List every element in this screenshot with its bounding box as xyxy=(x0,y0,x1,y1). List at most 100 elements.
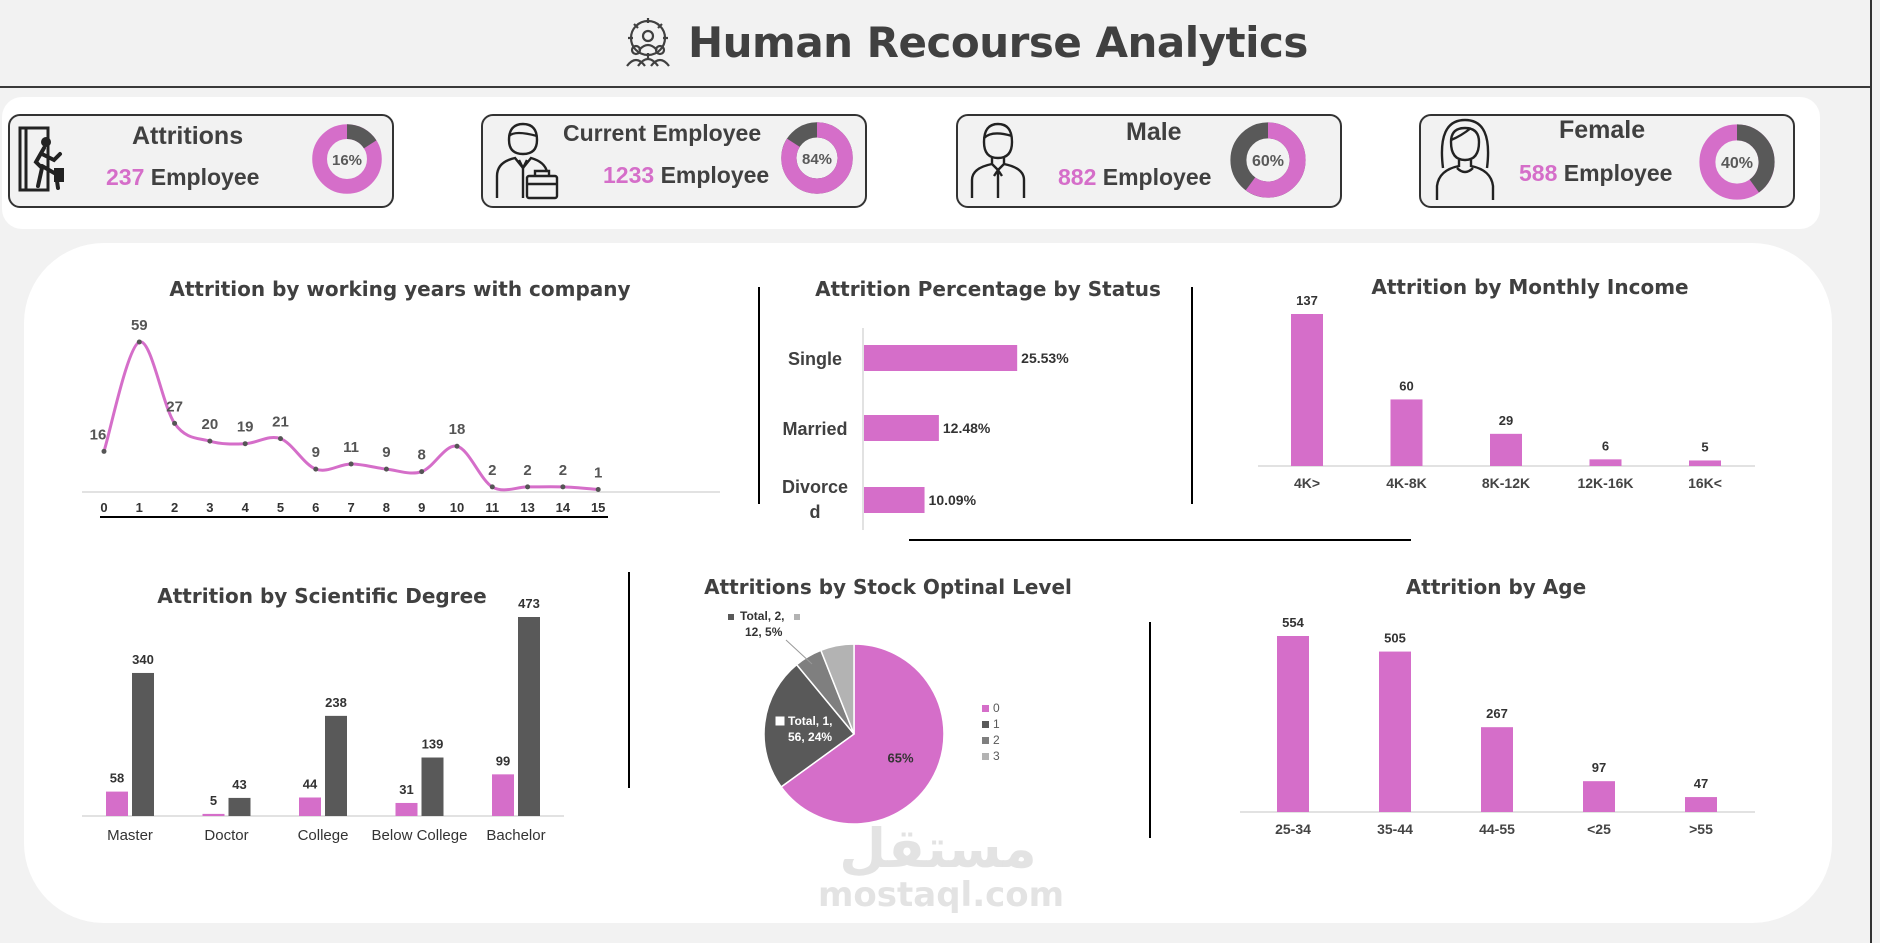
data-label: 18 xyxy=(449,421,466,438)
data-label: 1 xyxy=(594,464,602,481)
kpi-donut: 16% xyxy=(312,124,382,194)
data-label: 5 xyxy=(1701,439,1708,454)
pie-label: Total, 1, xyxy=(788,714,832,728)
bar xyxy=(325,715,347,816)
data-label: 2 xyxy=(523,462,531,479)
category-label: Below College xyxy=(372,827,468,844)
kpi-value-line: 588 Employee xyxy=(1519,160,1672,187)
category-label: 4K> xyxy=(1294,475,1320,491)
category-label: 44-55 xyxy=(1479,821,1515,837)
bar xyxy=(1583,781,1615,812)
bar xyxy=(1589,459,1622,466)
tick-label: 13 xyxy=(520,500,534,515)
data-label: 43 xyxy=(232,777,246,792)
kpi-title: Female xyxy=(1559,116,1646,144)
data-label: 8 xyxy=(418,447,426,464)
kpi-value-line: 237 Employee xyxy=(106,164,259,191)
chart-title: Attrition by Scientific Degree xyxy=(157,584,486,608)
divider xyxy=(758,287,760,504)
exit-door-icon xyxy=(18,126,64,192)
kpi-card-female: Female 588 Employee 40% xyxy=(1419,114,1795,208)
donut-label: 16% xyxy=(332,152,362,169)
legend-label: 3 xyxy=(993,749,1000,763)
chart-attrition-by-degree: Attrition by Scientific Degree 58 340 Mast… xyxy=(82,584,564,844)
category-label: Divorce xyxy=(782,477,848,497)
tick-label: 1 xyxy=(136,500,143,515)
divider xyxy=(909,539,1411,541)
donut-label: 84% xyxy=(802,151,832,168)
kpi-title: Male xyxy=(1126,118,1182,146)
kpi-value: 882 xyxy=(1058,164,1097,190)
data-label: 59 xyxy=(131,317,148,334)
tick-label: 5 xyxy=(277,500,284,515)
data-point xyxy=(489,484,495,490)
kpi-band: Attritions 237 Employee 16% Current Empl… xyxy=(2,97,1820,229)
data-label: 12.48% xyxy=(943,420,991,436)
chart-attrition-by-status: Attrition Percentage by Status 25.53% Sin… xyxy=(782,277,1161,530)
watermark-arabic: مستقل xyxy=(839,817,1037,880)
donut-value-arc xyxy=(1230,122,1306,198)
divider xyxy=(1191,287,1193,504)
bar xyxy=(864,415,939,441)
bar xyxy=(395,802,418,816)
tick-label: 2 xyxy=(171,500,178,515)
kpi-value-line: 882 Employee xyxy=(1058,164,1211,191)
tick-label: 10 xyxy=(450,500,464,515)
bar xyxy=(518,617,540,816)
kpi-donut: 40% xyxy=(1699,124,1775,200)
category-label: >55 xyxy=(1689,821,1713,837)
bar xyxy=(1490,433,1522,466)
bar xyxy=(421,757,444,816)
bar xyxy=(106,791,128,816)
data-label: 238 xyxy=(325,695,347,710)
bar xyxy=(1379,651,1411,812)
chart-title: Attrition by Age xyxy=(1406,575,1586,599)
legend-label: 1 xyxy=(993,717,1000,731)
kpi-title: Attritions xyxy=(132,122,244,150)
bar xyxy=(1481,727,1513,812)
data-point xyxy=(172,420,178,426)
data-point xyxy=(313,466,319,472)
legend-swatch xyxy=(982,737,989,744)
pie-label: 56, 24% xyxy=(788,730,832,744)
chart-attritions-by-stock-level: Attritions by Stock Optinal Level 65% Tot… xyxy=(704,575,1072,825)
kpi-unit: Employee xyxy=(660,162,770,188)
kpi-value: 1233 xyxy=(603,162,655,188)
data-label: 267 xyxy=(1486,706,1508,721)
category-label: 25-34 xyxy=(1275,821,1311,837)
pie-label: 12, 5% xyxy=(745,625,783,639)
kpi-card-attritions: Attritions 237 Employee 16% xyxy=(8,114,394,208)
category-label: 35-44 xyxy=(1377,821,1413,837)
bar xyxy=(1689,460,1721,466)
kpi-value: 237 xyxy=(106,164,145,190)
category-label: Master xyxy=(107,827,153,844)
category-label: 16K< xyxy=(1688,475,1722,491)
data-point xyxy=(348,461,354,467)
data-label: 505 xyxy=(1384,631,1406,646)
kpi-card-current-employee: Current Employee 1233 Employee 84% xyxy=(481,114,867,208)
category-label: Bachelor xyxy=(486,827,545,844)
data-label: 25.53% xyxy=(1021,350,1069,366)
tick-label: 8 xyxy=(383,500,390,515)
data-point xyxy=(101,448,107,454)
data-label: 47 xyxy=(1694,776,1708,791)
bar xyxy=(132,672,154,816)
watermark-latin: mostaql.com xyxy=(818,875,1065,915)
bar xyxy=(864,345,1018,371)
data-label: 137 xyxy=(1296,293,1318,308)
data-label: 44 xyxy=(303,776,318,791)
category-label: Doctor xyxy=(204,827,248,844)
divider xyxy=(628,572,630,788)
tick-label: 11 xyxy=(485,500,499,515)
page-title: Human Recourse Analytics xyxy=(688,17,1308,67)
category-label: Single xyxy=(788,349,842,369)
donut-value-arc xyxy=(1699,124,1775,200)
data-label: 20 xyxy=(202,416,219,433)
pie-slice xyxy=(763,663,856,788)
kpi-donut: 84% xyxy=(781,122,853,194)
tick-label: 15 xyxy=(591,500,605,515)
kpi-value-line: 1233 Employee xyxy=(603,162,769,189)
kpi-unit: Employee xyxy=(1563,160,1673,186)
bar xyxy=(1390,399,1423,466)
data-label: 27 xyxy=(166,398,183,415)
